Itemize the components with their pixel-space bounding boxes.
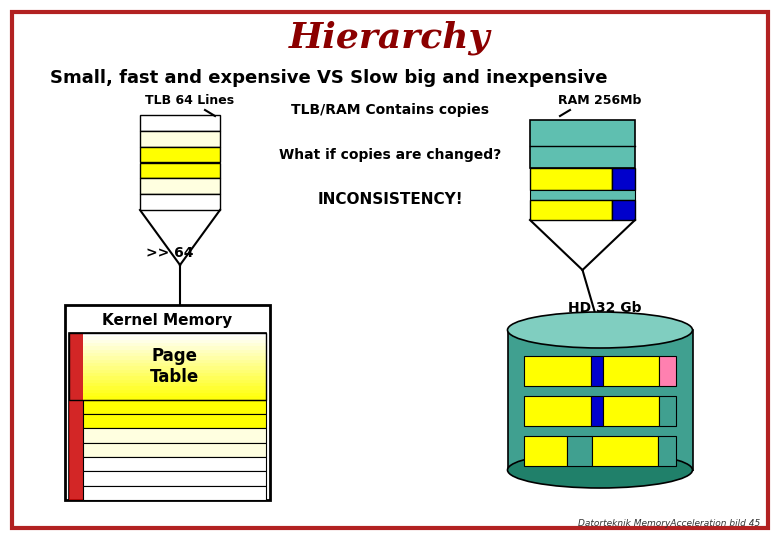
- Bar: [83, 360, 266, 364]
- Text: >> 64: >> 64: [147, 246, 193, 260]
- Text: TLB 64 Lines: TLB 64 Lines: [145, 94, 235, 107]
- Bar: [140, 131, 220, 147]
- Text: What if copies are changed?: What if copies are changed?: [279, 148, 501, 162]
- Bar: [83, 367, 266, 371]
- Bar: [83, 428, 266, 443]
- Bar: [83, 400, 266, 414]
- Text: HD 32 Gb: HD 32 Gb: [569, 301, 642, 315]
- Bar: [140, 163, 220, 178]
- Bar: [140, 178, 220, 194]
- Bar: [658, 436, 675, 466]
- Bar: [69, 333, 83, 500]
- Bar: [83, 343, 266, 347]
- Bar: [83, 485, 266, 500]
- Bar: [83, 396, 266, 401]
- Bar: [83, 336, 266, 341]
- Bar: [140, 147, 220, 163]
- Bar: [508, 330, 693, 470]
- Ellipse shape: [508, 452, 693, 488]
- Text: INCONSISTENCY!: INCONSISTENCY!: [317, 192, 463, 207]
- Bar: [83, 471, 266, 485]
- FancyBboxPatch shape: [12, 12, 768, 528]
- Bar: [530, 200, 612, 220]
- Bar: [140, 194, 220, 210]
- Text: Hierarchy: Hierarchy: [289, 21, 491, 55]
- Bar: [591, 396, 603, 426]
- Bar: [83, 356, 266, 361]
- Bar: [69, 333, 266, 400]
- Text: Page
Table: Page Table: [150, 347, 199, 386]
- Bar: [83, 443, 266, 457]
- Bar: [591, 356, 603, 386]
- Bar: [83, 383, 266, 387]
- Bar: [530, 168, 612, 190]
- Bar: [83, 353, 266, 357]
- Bar: [83, 333, 266, 338]
- Bar: [524, 356, 591, 386]
- Bar: [65, 305, 270, 500]
- Bar: [603, 396, 659, 426]
- Bar: [612, 200, 635, 220]
- Bar: [83, 373, 266, 377]
- Ellipse shape: [508, 312, 693, 348]
- Bar: [83, 370, 266, 374]
- Bar: [83, 387, 266, 391]
- Bar: [83, 457, 266, 471]
- Bar: [659, 396, 675, 426]
- Text: Kernel Memory: Kernel Memory: [102, 314, 232, 328]
- Bar: [659, 356, 675, 386]
- Bar: [83, 393, 266, 397]
- Bar: [83, 414, 266, 428]
- Text: RAM 256Mb: RAM 256Mb: [558, 94, 642, 107]
- Bar: [83, 346, 266, 350]
- Bar: [83, 390, 266, 394]
- Text: Datorteknik MemoryAcceleration bild 45: Datorteknik MemoryAcceleration bild 45: [578, 519, 760, 528]
- Bar: [530, 120, 635, 168]
- Bar: [83, 340, 266, 344]
- Bar: [524, 436, 566, 466]
- Bar: [603, 356, 659, 386]
- Bar: [83, 350, 266, 354]
- Bar: [140, 115, 220, 131]
- Bar: [612, 168, 635, 190]
- Text: Small, fast and expensive VS Slow big and inexpensive: Small, fast and expensive VS Slow big an…: [50, 69, 608, 87]
- Bar: [524, 396, 591, 426]
- Bar: [83, 380, 266, 384]
- Bar: [593, 436, 658, 466]
- Bar: [83, 363, 266, 367]
- Bar: [69, 333, 266, 500]
- Text: TLB/RAM Contains copies: TLB/RAM Contains copies: [291, 103, 489, 117]
- Bar: [83, 376, 266, 381]
- Bar: [566, 436, 593, 466]
- Bar: [530, 190, 635, 200]
